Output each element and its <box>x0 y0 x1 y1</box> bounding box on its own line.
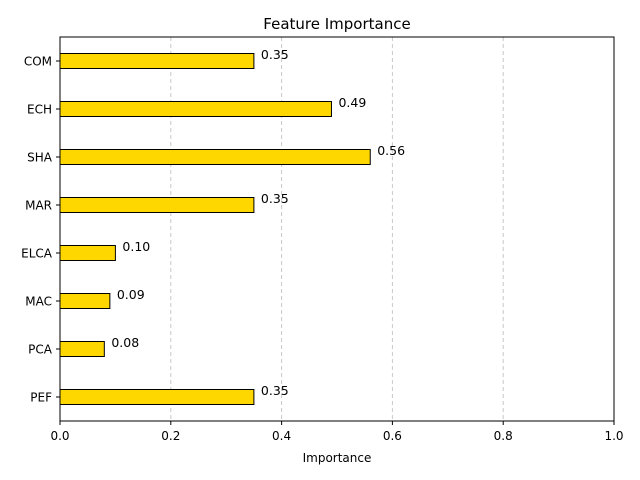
x-tick-label: 0.8 <box>494 429 513 443</box>
x-tick-label: 0.6 <box>383 429 402 443</box>
y-tick-label: MAR <box>25 199 52 213</box>
y-tick-label: COM <box>24 55 52 69</box>
data-label-pef: 0.35 <box>261 383 289 398</box>
data-label-elca: 0.10 <box>122 239 150 254</box>
data-label-pca: 0.08 <box>111 335 139 350</box>
data-label-com: 0.35 <box>261 47 289 62</box>
y-tick-label: MAC <box>25 295 52 309</box>
bar-elca <box>59 245 116 261</box>
y-tick-label: ELCA <box>21 247 53 261</box>
data-label-mac: 0.09 <box>117 287 145 302</box>
x-axis-label: Importance <box>303 451 372 465</box>
data-labels: 0.35 0.49 0.56 0.35 0.10 0.09 0.08 0.35 <box>111 47 405 398</box>
bar-pca <box>59 341 105 357</box>
bar-sha <box>59 149 371 165</box>
data-label-mar: 0.35 <box>261 191 289 206</box>
axis-ticks: 0.0 0.2 0.4 0.6 0.8 1.0 COM ECH SHA MAR ELCA MAC PCA… <box>21 55 623 444</box>
plot-frame <box>59 36 615 422</box>
y-tick-label: ECH <box>27 103 52 117</box>
bar-com <box>59 53 255 69</box>
y-tick-label: SHA <box>27 151 53 165</box>
y-tick-label: PCA <box>28 343 53 357</box>
bar-pef <box>59 389 255 405</box>
chart-title: Feature Importance <box>263 15 410 33</box>
y-tick-label: PEF <box>30 391 52 405</box>
bar-mac <box>59 293 111 309</box>
x-tick-label: 1.0 <box>604 429 623 443</box>
data-label-sha: 0.56 <box>377 143 405 158</box>
bar-mar <box>59 197 255 213</box>
data-label-ech: 0.49 <box>338 95 366 110</box>
bars <box>59 53 371 405</box>
grid-lines <box>170 37 504 421</box>
x-tick-label: 0.4 <box>272 429 291 443</box>
x-tick-label: 0.2 <box>161 429 180 443</box>
x-tick-label: 0.0 <box>50 429 69 443</box>
bar-ech <box>59 101 332 117</box>
